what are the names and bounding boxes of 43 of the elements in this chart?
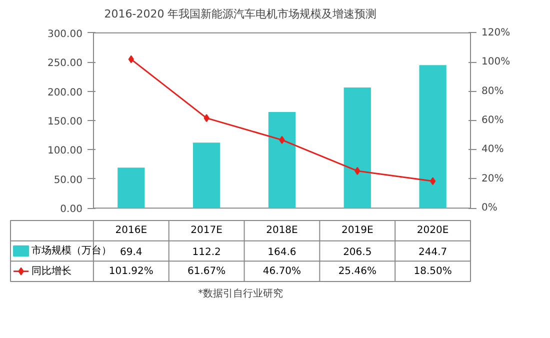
y2-tick-label: 120% xyxy=(482,27,510,38)
point xyxy=(204,114,210,122)
bar xyxy=(344,87,371,208)
x-tick-label: 2019E xyxy=(342,225,374,236)
text: *数据引自行业研究 xyxy=(198,288,283,300)
point xyxy=(128,55,134,64)
y2-tick-label: 0% xyxy=(482,202,498,214)
y-tick-label: 50.00 xyxy=(54,174,82,186)
y2-tick-label: 40% xyxy=(482,144,504,156)
data-label: 25.46% xyxy=(338,266,376,277)
legend-label: 同比增长 xyxy=(32,264,72,277)
data-label: 61.67% xyxy=(188,266,226,277)
bar xyxy=(419,65,446,208)
y-tick-label: 200.00 xyxy=(47,87,82,98)
x-tick-label: 2017E xyxy=(190,225,222,236)
y-tick-label: 150.00 xyxy=(47,116,82,128)
y-tick-label: 250.00 xyxy=(47,58,82,70)
bar xyxy=(192,142,220,208)
data-label: 18.50% xyxy=(414,266,452,277)
x-tick-label: 2020E xyxy=(416,225,449,236)
data-label: 69.4 xyxy=(120,247,142,258)
x-tick-label: 2016E xyxy=(115,225,148,236)
y-tick-label: 0.00 xyxy=(60,204,82,216)
data-label: 206.5 xyxy=(343,247,372,258)
bar xyxy=(118,168,145,208)
data-label: 244.7 xyxy=(418,247,448,258)
y2-tick-label: 80% xyxy=(482,86,504,97)
legend-label: 市场规模（万台） xyxy=(32,244,112,256)
y2-tick-label: 60% xyxy=(482,115,504,126)
y2-tick-label: 100% xyxy=(482,56,510,68)
y-tick-label: 100.00 xyxy=(47,146,82,157)
data-label: 164.6 xyxy=(268,247,296,258)
point xyxy=(279,136,285,144)
data-label: 46.70% xyxy=(262,266,302,277)
x-tick-label: 2018E xyxy=(266,225,298,236)
data-label: 112.2 xyxy=(192,247,221,258)
data-label: 101.92% xyxy=(108,266,154,277)
y2-tick-label: 20% xyxy=(482,173,504,184)
bar xyxy=(268,112,296,208)
point xyxy=(430,177,436,186)
point xyxy=(354,166,360,175)
y-tick-label: 300.00 xyxy=(47,28,82,40)
chart-title: 2016-2020 年我国新能源汽车电机市场规模及增速预测 xyxy=(104,8,377,20)
